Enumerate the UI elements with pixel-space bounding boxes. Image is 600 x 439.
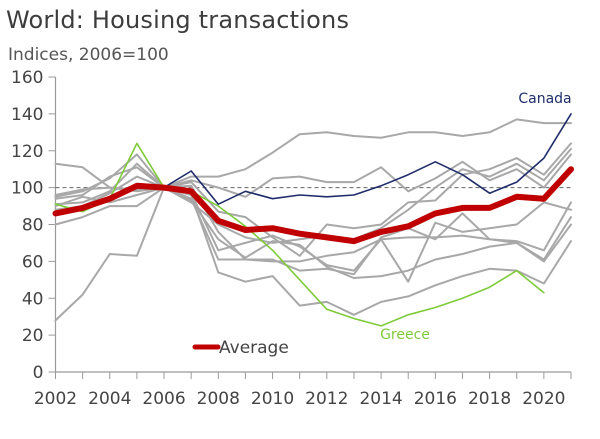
- series-line-greece: [54, 142, 545, 327]
- series-line-country-d: [54, 186, 572, 316]
- x-tick-label: 2010: [251, 389, 294, 409]
- series-line-country-f: [54, 162, 572, 279]
- chart-title: World: Housing transactions: [6, 6, 350, 34]
- series-line-country-b: [54, 153, 572, 198]
- x-tick-label: 2002: [34, 389, 77, 409]
- series-line-country-c: [54, 186, 572, 322]
- x-tick-label: 2014: [359, 389, 402, 409]
- x-tick-label: 2018: [468, 389, 511, 409]
- y-tick-label: 80: [22, 216, 44, 236]
- x-tick-label: 2004: [88, 389, 131, 409]
- greece-label: Greece: [380, 327, 430, 343]
- legend-average-label: Average: [219, 338, 289, 358]
- y-tick-label: 60: [22, 252, 44, 272]
- y-tick-label: 140: [11, 105, 43, 125]
- canada-label: Canada: [518, 91, 571, 107]
- x-tick-label: 2006: [142, 389, 185, 409]
- x-tick-label: 2020: [522, 389, 565, 409]
- chart-subtitle: Indices, 2006=100: [8, 45, 169, 65]
- y-tick-label: 160: [11, 68, 43, 88]
- series-line-average: [52, 166, 574, 245]
- x-tick-label: 2016: [414, 389, 457, 409]
- y-tick-label: 100: [11, 179, 43, 199]
- y-tick-label: 0: [33, 363, 44, 383]
- x-tick-label: 2012: [305, 389, 348, 409]
- y-tick-label: 40: [22, 289, 44, 309]
- series-line-country-a: [54, 118, 572, 198]
- series-line-country-g: [54, 142, 572, 257]
- x-tick-label: 2008: [197, 389, 240, 409]
- series-line-country-i: [54, 186, 572, 283]
- y-tick-label: 20: [22, 326, 44, 346]
- series-line-canada: [163, 113, 572, 205]
- y-tick-label: 120: [11, 142, 43, 162]
- series-line-country-e: [54, 166, 572, 276]
